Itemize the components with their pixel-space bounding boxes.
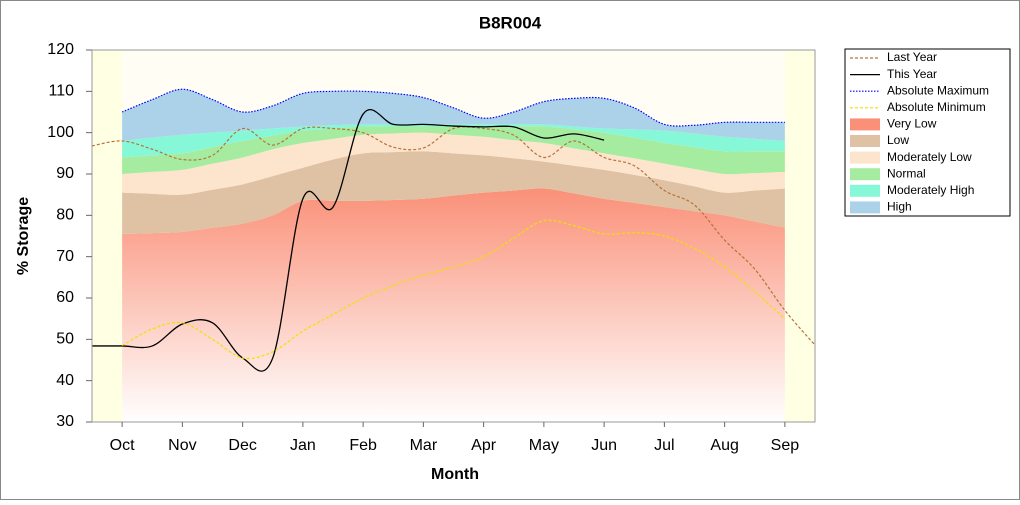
x-tick-label: Dec: [228, 437, 256, 454]
legend-label: Very Low: [887, 117, 937, 131]
series-line: [92, 126, 815, 346]
legend-label: Last Year: [887, 50, 937, 64]
plot-border: [91, 49, 816, 423]
x-tick-label: Sep: [771, 437, 800, 454]
legend-symbol: [850, 118, 880, 131]
legend-symbol: [850, 168, 880, 181]
x-tick-label: Mar: [410, 437, 438, 454]
band-area: [122, 132, 785, 195]
axes: 30 40 50 60 70 80 90 100 110 120 Oct Nov Dec Jan Feb Ma…: [47, 41, 799, 454]
x-tick-label: Oct: [110, 437, 135, 454]
x-tick-label: Feb: [349, 437, 377, 454]
y-axis-title: % Storage: [15, 197, 32, 275]
band-area: [122, 188, 785, 422]
legend-symbol: [850, 184, 880, 197]
legend-symbol: [850, 201, 880, 214]
legend-label: Moderately High: [887, 183, 974, 197]
chart-title: B8R004: [479, 13, 542, 32]
x-tick-label: Apr: [471, 437, 497, 454]
y-tick-label: 40: [56, 372, 74, 389]
legend-label: Absolute Minimum: [887, 100, 986, 114]
legend-label: Moderately Low: [887, 150, 972, 164]
legend-label: Normal: [887, 166, 926, 180]
legend-symbol: [850, 151, 880, 164]
y-tick-label: 120: [47, 41, 74, 58]
legend-label: Low: [887, 133, 909, 147]
x-tick-label: Jul: [654, 437, 674, 454]
x-tick-label: May: [529, 437, 559, 454]
band-area: [122, 124, 785, 158]
legend-symbol: [850, 135, 880, 147]
y-tick-label: 30: [56, 413, 74, 430]
y-tick-label: 90: [56, 165, 74, 182]
legend-label: High: [887, 200, 912, 214]
bands: [122, 89, 785, 422]
series-line: [121, 219, 786, 360]
y-tick-label: 100: [47, 124, 74, 141]
legend: Last Year This Year Absolute Maximum Absolu…: [850, 50, 989, 214]
y-tick-label: 60: [56, 289, 74, 306]
x-axis-title: Month: [431, 466, 479, 483]
series-line: [121, 88, 785, 127]
band-area: [122, 151, 785, 234]
x-tick-label: Jan: [290, 437, 316, 454]
y-tick-label: 50: [56, 331, 74, 348]
y-tick-label: 110: [48, 83, 74, 100]
y-tick-label: 80: [56, 207, 74, 224]
series-line: [92, 108, 605, 372]
y-tick-label: 70: [56, 248, 74, 265]
legend-label: This Year: [887, 67, 937, 81]
legend-label: Absolute Maximum: [887, 83, 989, 97]
x-tick-label: Jun: [591, 437, 617, 454]
x-tick-label: Aug: [710, 437, 738, 454]
x-tick-label: Nov: [168, 437, 196, 454]
lines: [92, 88, 815, 372]
